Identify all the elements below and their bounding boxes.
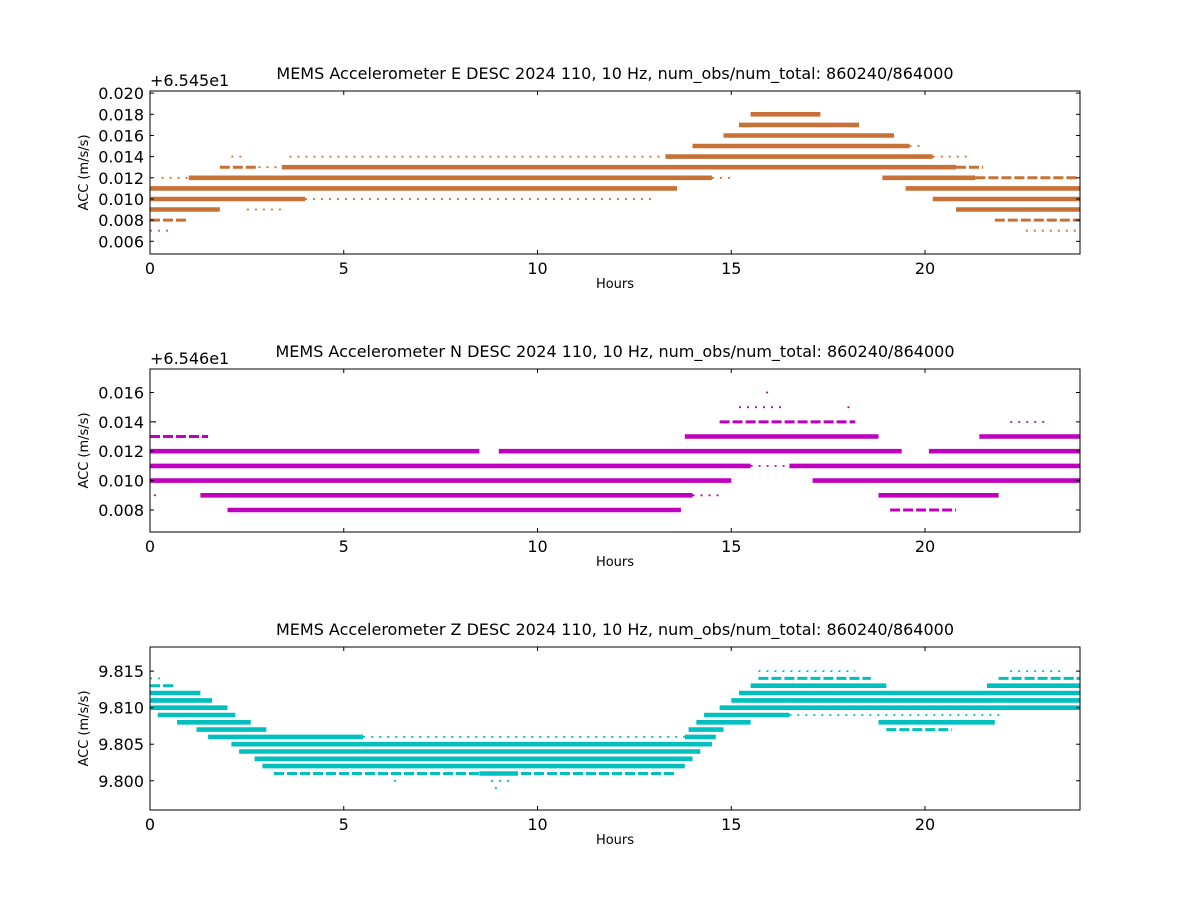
y-tick-label: 0.012 (98, 442, 144, 461)
x-axis-label: Hours (596, 833, 634, 848)
chart-title: MEMS Accelerometer N DESC 2024 110, 10 H… (275, 342, 954, 362)
x-tick-label: 5 (339, 537, 349, 556)
y-tick-label: 0.020 (98, 84, 144, 103)
y-axis-label: ACC (m/s/s) (77, 690, 92, 766)
data-series-group (150, 391, 1080, 513)
y-tick-label: 0.008 (98, 211, 144, 230)
y-tick-label: 9.810 (98, 699, 144, 718)
x-tick-label: 20 (915, 815, 935, 834)
y-offset-label: +6.545e1 (150, 71, 229, 90)
y-tick-label: 0.010 (98, 190, 144, 209)
data-series-group (150, 112, 1080, 232)
x-tick-label: 5 (339, 259, 349, 278)
x-tick-label: 5 (339, 815, 349, 834)
y-tick-label: 0.008 (98, 501, 144, 520)
x-tick-label: 0 (145, 815, 155, 834)
data-series-group (150, 670, 1080, 789)
x-tick-label: 15 (721, 815, 741, 834)
x-tick-label: 10 (527, 259, 547, 278)
x-tick-label: 15 (721, 537, 741, 556)
y-tick-label: 9.815 (98, 662, 144, 681)
x-tick-label: 20 (915, 537, 935, 556)
y-tick-label: 0.018 (98, 105, 144, 124)
x-tick-label: 15 (721, 259, 741, 278)
y-tick-label: 0.014 (98, 148, 144, 167)
plot-frame (149, 90, 1081, 255)
y-tick-label: 0.012 (98, 169, 144, 188)
y-tick-label: 0.016 (98, 126, 144, 145)
chart-panel: 0 5 10 15 20 0.006 0.008 0.010 0.012 0.014 0.016 0.… (77, 64, 1081, 292)
x-tick-label: 0 (145, 259, 155, 278)
chart-title: MEMS Accelerometer E DESC 2024 110, 10 H… (276, 64, 953, 84)
y-tick-label: 9.805 (98, 735, 144, 754)
y-axis-label: ACC (m/s/s) (77, 134, 92, 210)
y-tick-label: 0.016 (98, 383, 144, 402)
plot-frame (149, 646, 1081, 811)
x-axis-label: Hours (596, 555, 634, 570)
x-axis-label: Hours (596, 277, 634, 292)
y-offset-label: +6.546e1 (150, 349, 229, 368)
x-tick-label: 0 (145, 537, 155, 556)
chart-panel: 0 5 10 15 20 9.800 9.805 9.810 9.815 MEMS Acceler… (77, 620, 1081, 848)
y-tick-label: 0.014 (98, 413, 144, 432)
plot-frame (149, 368, 1081, 533)
y-tick-label: 0.010 (98, 472, 144, 491)
y-axis-label: ACC (m/s/s) (77, 412, 92, 488)
chart-title: MEMS Accelerometer Z DESC 2024 110, 10 H… (276, 620, 954, 640)
y-tick-label: 9.800 (98, 772, 144, 791)
chart-panel: 0 5 10 15 20 0.008 0.010 0.012 0.014 0.016 +6.546e… (77, 342, 1081, 570)
y-tick-label: 0.006 (98, 232, 144, 251)
x-tick-label: 10 (527, 815, 547, 834)
x-tick-label: 10 (527, 537, 547, 556)
x-tick-label: 20 (915, 259, 935, 278)
